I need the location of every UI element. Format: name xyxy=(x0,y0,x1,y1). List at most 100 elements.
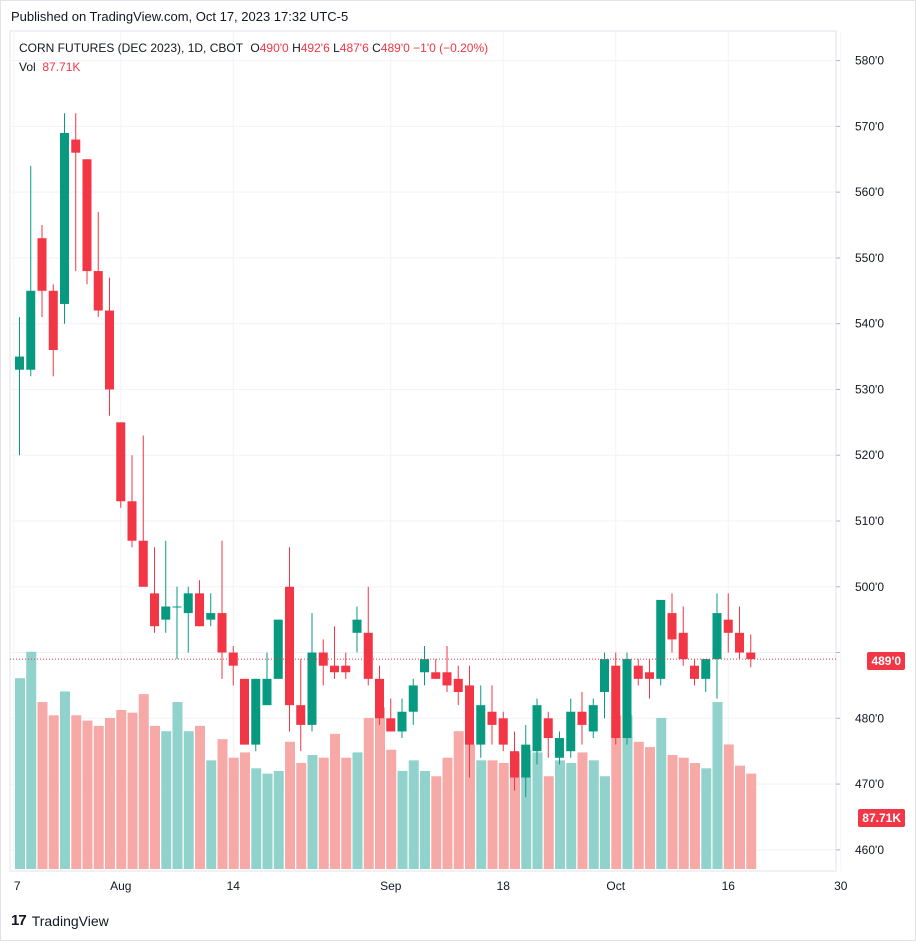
candle-body xyxy=(656,599,666,679)
volume-bar xyxy=(172,702,183,869)
y-tick-label: 530'0 xyxy=(855,382,884,396)
candle-body xyxy=(633,665,643,679)
candle-body xyxy=(363,632,373,679)
candle-body xyxy=(532,705,542,752)
volume-bar xyxy=(577,752,588,869)
open-label: O xyxy=(250,41,260,55)
volume-bar xyxy=(532,752,543,869)
volume-bar xyxy=(656,717,667,869)
candle-body xyxy=(510,751,519,778)
candle-body xyxy=(555,738,564,758)
y-tick-label: 580'0 xyxy=(855,54,884,68)
volume-bar xyxy=(420,770,430,869)
volume-bar xyxy=(600,776,610,869)
candle-body xyxy=(667,613,677,640)
x-tick-label: Sep xyxy=(380,879,402,893)
low-value: 487'6 xyxy=(339,41,369,55)
y-tick-label: 550'0 xyxy=(855,251,884,265)
volume-bar xyxy=(521,749,532,869)
candle-body xyxy=(397,711,407,732)
volume-bar xyxy=(555,760,565,869)
candle-body xyxy=(375,678,384,719)
candle-body xyxy=(71,139,81,153)
candle-body xyxy=(577,711,587,725)
candle-body xyxy=(420,659,429,673)
volume-bar xyxy=(285,741,295,869)
y-tick-label: 570'0 xyxy=(855,119,884,133)
volume-bar xyxy=(386,749,397,869)
y-tick-label: 520'0 xyxy=(855,448,884,462)
volume-bar xyxy=(543,776,554,869)
y-tick-label: 470'0 xyxy=(855,777,884,791)
volume-bar xyxy=(735,765,745,869)
volume-bar xyxy=(206,760,217,869)
change-value: −1'0 (−0.20%) xyxy=(413,41,489,55)
candle-body xyxy=(498,718,508,745)
candle-body xyxy=(217,613,227,653)
volume-bar xyxy=(622,715,633,869)
volume-bar xyxy=(611,715,622,869)
candle-body xyxy=(206,613,216,620)
volume-bar xyxy=(566,763,577,869)
candle-body xyxy=(341,665,351,673)
candle-body xyxy=(712,613,722,660)
candle-body xyxy=(622,659,632,739)
candle-body xyxy=(543,718,553,739)
candle-body xyxy=(251,678,261,745)
volume-bar xyxy=(296,763,307,869)
volume-bar xyxy=(161,731,172,869)
volume-bar xyxy=(442,757,453,869)
tradingview-brand[interactable]: 17 TradingView xyxy=(11,912,109,929)
volume-bar xyxy=(397,770,408,869)
volume-bar xyxy=(195,725,205,869)
legend-volume-row: Vol 87.71K xyxy=(19,58,488,77)
candle-body xyxy=(116,422,126,502)
x-tick-label: Oct xyxy=(606,879,625,893)
candle-body xyxy=(408,685,418,712)
volume-label: Vol xyxy=(19,60,36,74)
volume-bar xyxy=(116,710,127,869)
volume-bar xyxy=(262,773,273,869)
volume-bar xyxy=(60,691,70,869)
volume-bar xyxy=(150,725,160,869)
volume-bar xyxy=(273,770,284,869)
candle-body xyxy=(611,665,621,739)
x-tick-label: 18 xyxy=(497,879,511,893)
candle-body xyxy=(105,310,114,390)
y-tick-label: 510'0 xyxy=(855,514,884,528)
x-tick-label: Aug xyxy=(110,879,131,893)
published-caption: Published on TradingView.com, Oct 17, 20… xyxy=(11,9,349,24)
volume-bar xyxy=(228,757,239,869)
candle-body xyxy=(465,685,474,745)
volume-bar xyxy=(645,747,655,869)
candle-body xyxy=(678,632,688,660)
candle-body xyxy=(318,652,328,666)
low-label: L xyxy=(333,41,340,55)
brand-name: TradingView xyxy=(31,912,109,929)
candle-body xyxy=(26,290,36,370)
candle-body xyxy=(183,593,193,614)
candle-body xyxy=(48,290,58,350)
volume-bar xyxy=(712,702,723,869)
candle-body xyxy=(690,665,699,679)
x-tick-label: 30 xyxy=(834,879,848,893)
y-tick-label: 480'0 xyxy=(855,711,884,725)
volume-bar xyxy=(105,717,115,869)
volume-bar xyxy=(498,763,509,869)
volume-bar xyxy=(746,773,757,869)
volume-bar xyxy=(48,715,59,869)
volume-bar xyxy=(633,741,644,869)
candle-body xyxy=(431,672,441,679)
volume-bar xyxy=(363,717,374,869)
volume-bar xyxy=(510,752,520,869)
candle-body xyxy=(161,606,171,620)
close-label: C xyxy=(372,41,381,55)
volume-bar xyxy=(26,651,37,869)
candle-body xyxy=(172,606,182,608)
high-label: H xyxy=(292,41,301,55)
volume-bar xyxy=(330,733,340,869)
candle-body xyxy=(487,711,497,725)
volume-bar xyxy=(408,760,419,869)
volume-bar xyxy=(352,752,363,869)
